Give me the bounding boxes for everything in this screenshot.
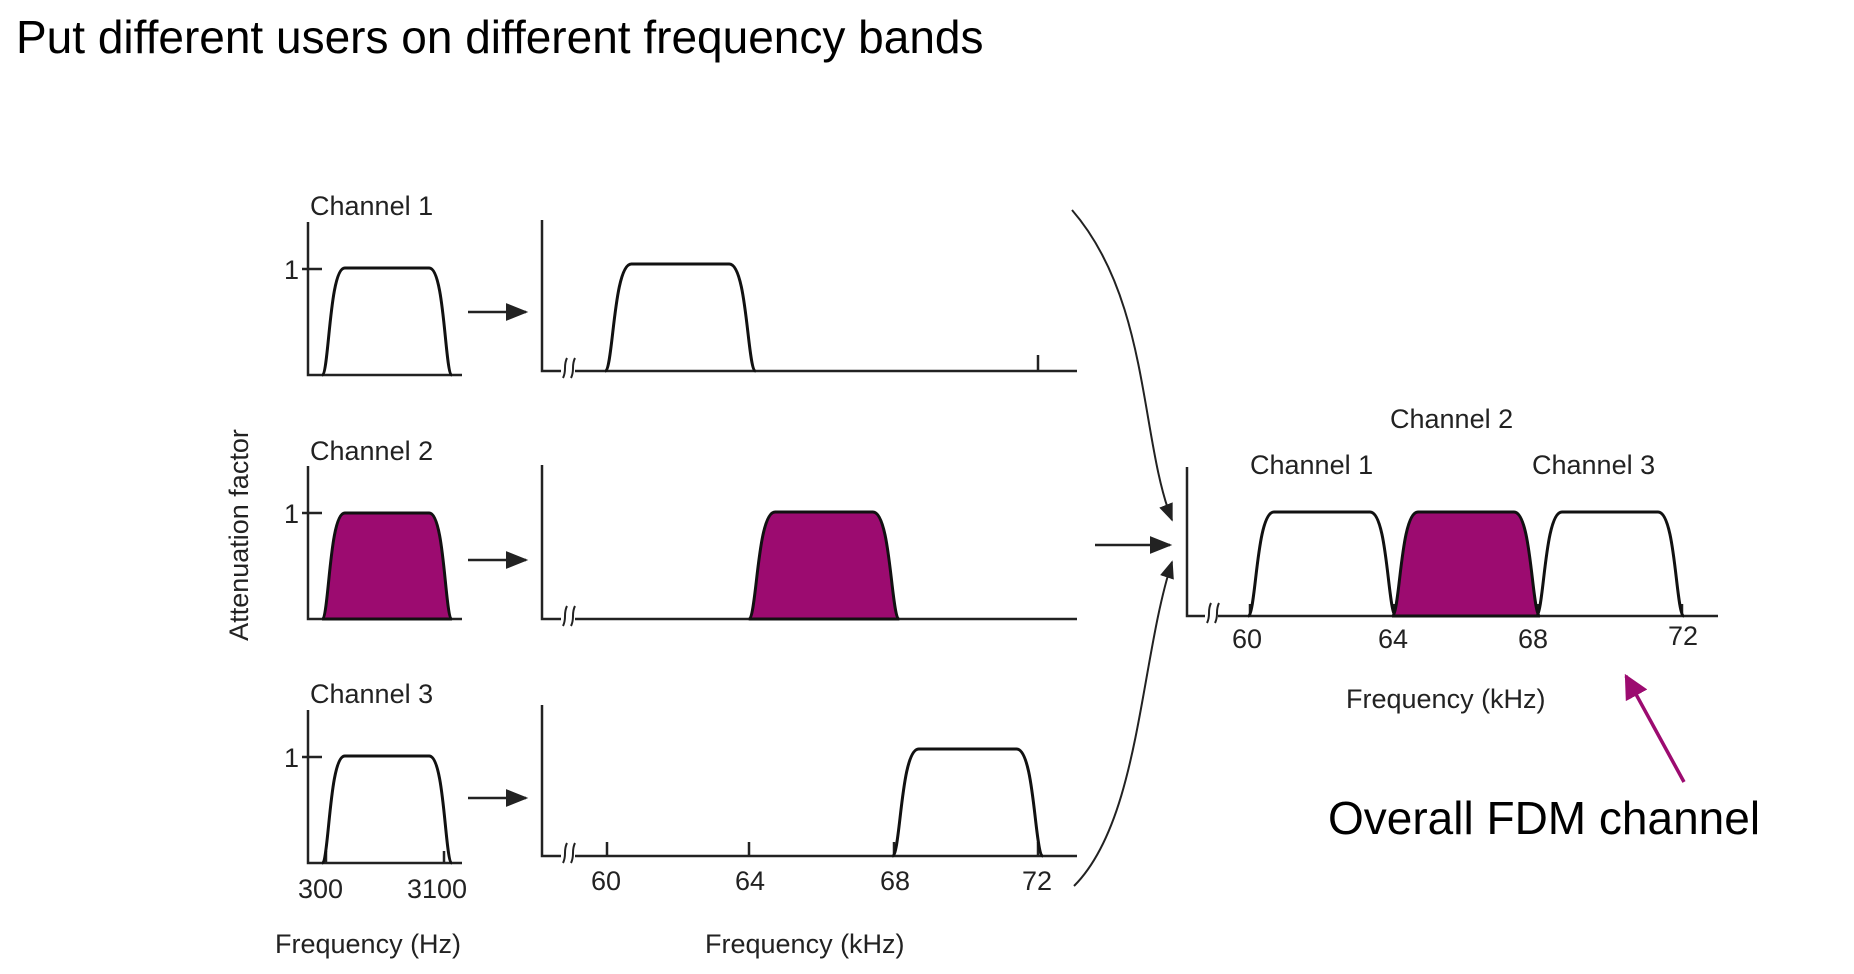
baseband-channel-2-label: Channel 2: [310, 436, 433, 466]
combined-channel-1-label: Channel 1: [1250, 450, 1373, 480]
baseband-axes-1: [306, 222, 462, 377]
shifted-axes-1: [540, 220, 561, 373]
baseband-axes-3: [306, 710, 462, 865]
combined-channel-2-label: Channel 2: [1390, 404, 1513, 434]
merge-arrow-bottom: [1073, 560, 1174, 887]
baseband-channel-3-label: Channel 3: [310, 679, 433, 709]
combined-x-tick-72: 72: [1668, 621, 1698, 651]
combined-x-tick-64: 64: [1378, 624, 1408, 654]
combined-axes: [1185, 467, 1205, 618]
shifted-x-tick-68: 68: [880, 866, 910, 896]
combined-x-tick-68: 68: [1518, 624, 1548, 654]
baseband-x-label: Frequency (Hz): [275, 929, 461, 959]
combined-channel-3-label: Channel 3: [1532, 450, 1655, 480]
fdm-callout-arrow: [1624, 673, 1686, 783]
y-axis-label: Attenuation factor: [224, 429, 254, 641]
combined-pulse-2: [1390, 510, 1542, 618]
shifted-axes-2: [540, 465, 561, 621]
shifted-x-tick-72: 72: [1022, 866, 1052, 896]
shifted-x-tick-60: 60: [591, 866, 621, 896]
shifted-pulse-1: [603, 262, 758, 373]
fdm-callout-text: Overall FDM channel: [1328, 792, 1760, 844]
shifted-pulse-2: [747, 510, 901, 621]
combined-x-tick-60: 60: [1232, 624, 1262, 654]
combined-x-label: Frequency (kHz): [1346, 684, 1546, 714]
y-tick-1-top: 1: [284, 255, 299, 285]
shifted-x-label: Frequency (kHz): [705, 929, 905, 959]
y-tick-1-bottom: 1: [284, 743, 299, 773]
combined-pulse-3: [1534, 510, 1686, 618]
baseband-x-tick-3100: 3100: [407, 874, 467, 904]
shifted-axes-3: [540, 705, 561, 858]
baseband-pulse-2: [320, 511, 454, 621]
slide-title: Put different users on different frequen…: [16, 11, 984, 63]
baseband-x-tick-300: 300: [298, 874, 343, 904]
baseband-channel-1-label: Channel 1: [310, 191, 433, 221]
baseband-pulse-1: [320, 266, 454, 377]
shifted-x-tick-64: 64: [735, 866, 765, 896]
baseband-pulse-3: [320, 754, 454, 865]
merge-arrow-top: [1071, 209, 1173, 522]
shifted-pulse-3: [890, 747, 1045, 858]
combined-pulse-1: [1246, 510, 1398, 618]
y-tick-1-mid: 1: [284, 499, 299, 529]
